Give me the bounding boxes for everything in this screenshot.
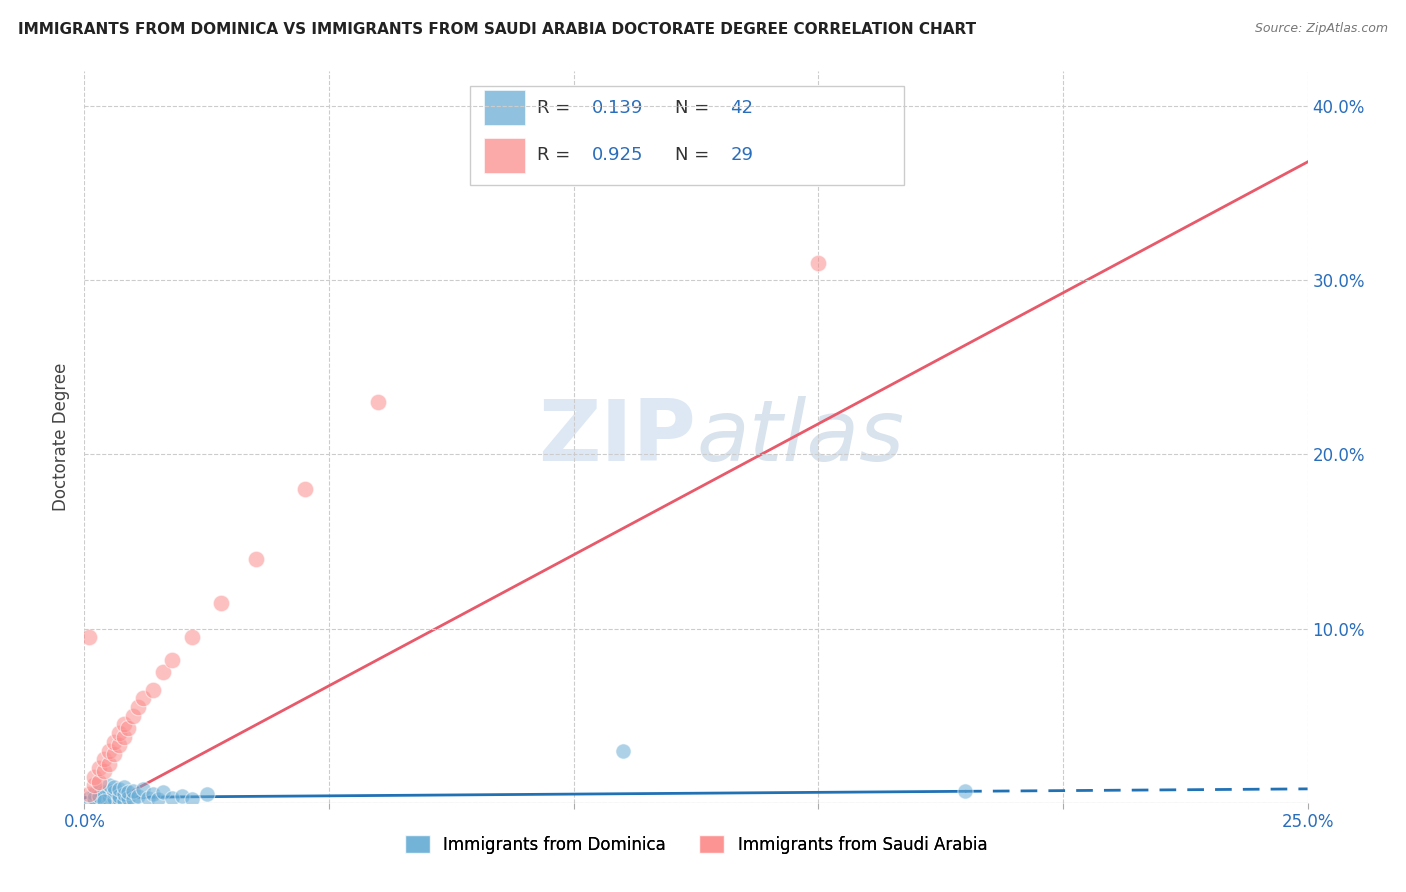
Point	[103, 780, 125, 794]
Point	[93, 794, 115, 808]
Point	[107, 789, 129, 803]
Point	[136, 790, 159, 805]
Point	[112, 787, 135, 801]
Legend: Immigrants from Dominica, Immigrants from Saudi Arabia: Immigrants from Dominica, Immigrants fro…	[398, 829, 994, 860]
Point	[97, 783, 120, 797]
Point	[117, 790, 139, 805]
Point	[77, 790, 100, 805]
Point	[83, 778, 105, 792]
Point	[294, 483, 316, 497]
Point	[103, 747, 125, 761]
Point	[87, 775, 110, 789]
Point	[83, 770, 105, 784]
Point	[93, 790, 115, 805]
Point	[181, 631, 204, 645]
Point	[107, 739, 129, 753]
Point	[152, 665, 174, 680]
Point	[83, 790, 105, 805]
Point	[103, 790, 125, 805]
Point	[77, 631, 100, 645]
Text: Source: ZipAtlas.com: Source: ZipAtlas.com	[1254, 22, 1388, 36]
Point	[122, 708, 145, 723]
Point	[152, 785, 174, 799]
Point	[117, 785, 139, 799]
Text: R =: R =	[537, 146, 576, 164]
FancyBboxPatch shape	[470, 86, 904, 185]
Point	[103, 735, 125, 749]
Point	[172, 789, 194, 803]
Point	[97, 792, 120, 806]
Point	[87, 783, 110, 797]
Point	[245, 552, 267, 566]
Point	[132, 781, 155, 796]
Point	[93, 752, 115, 766]
Point	[132, 691, 155, 706]
Point	[612, 743, 634, 757]
Point	[127, 700, 149, 714]
Point	[93, 794, 115, 808]
Point	[142, 682, 165, 697]
Point	[162, 790, 184, 805]
Point	[97, 789, 120, 803]
Text: N =: N =	[675, 99, 716, 117]
Point	[181, 792, 204, 806]
Point	[127, 789, 149, 803]
Y-axis label: Doctorate Degree: Doctorate Degree	[52, 363, 70, 511]
Point	[146, 792, 169, 806]
Point	[195, 787, 218, 801]
Point	[122, 783, 145, 797]
Point	[209, 595, 232, 609]
Text: 0.139: 0.139	[592, 99, 644, 117]
Point	[807, 256, 830, 270]
Point	[122, 792, 145, 806]
Point	[142, 787, 165, 801]
Point	[117, 721, 139, 735]
Point	[367, 395, 389, 409]
Point	[97, 778, 120, 792]
Point	[93, 785, 115, 799]
Point	[87, 792, 110, 806]
Point	[107, 726, 129, 740]
Text: 29: 29	[730, 146, 754, 164]
Text: N =: N =	[675, 146, 716, 164]
Point	[162, 653, 184, 667]
Point	[93, 764, 115, 779]
Point	[83, 794, 105, 808]
Bar	[484, 90, 524, 126]
Text: R =: R =	[537, 99, 576, 117]
Text: ZIP: ZIP	[538, 395, 696, 479]
Bar	[484, 137, 524, 173]
Point	[97, 757, 120, 772]
Point	[87, 789, 110, 803]
Point	[103, 794, 125, 808]
Point	[87, 789, 110, 803]
Point	[107, 792, 129, 806]
Point	[83, 787, 105, 801]
Point	[87, 761, 110, 775]
Text: IMMIGRANTS FROM DOMINICA VS IMMIGRANTS FROM SAUDI ARABIA DOCTORATE DEGREE CORREL: IMMIGRANTS FROM DOMINICA VS IMMIGRANTS F…	[18, 22, 976, 37]
Text: 0.925: 0.925	[592, 146, 644, 164]
Point	[77, 787, 100, 801]
Text: atlas: atlas	[696, 395, 904, 479]
Point	[103, 785, 125, 799]
Point	[112, 730, 135, 744]
Point	[107, 781, 129, 796]
Point	[97, 743, 120, 757]
Point	[112, 794, 135, 808]
Point	[112, 780, 135, 794]
Point	[112, 717, 135, 731]
Text: 42: 42	[730, 99, 754, 117]
Point	[953, 783, 976, 797]
